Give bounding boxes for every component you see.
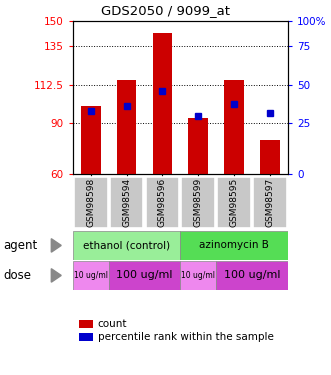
Text: GSM98595: GSM98595 xyxy=(230,178,239,227)
Bar xyxy=(217,177,251,228)
Bar xyxy=(73,231,180,260)
Text: agent: agent xyxy=(3,239,37,252)
Bar xyxy=(109,261,180,290)
Text: 100 ug/ml: 100 ug/ml xyxy=(116,270,173,280)
Text: GSM98596: GSM98596 xyxy=(158,178,167,227)
Text: ethanol (control): ethanol (control) xyxy=(83,240,170,250)
Bar xyxy=(253,177,287,228)
Text: percentile rank within the sample: percentile rank within the sample xyxy=(98,333,273,342)
Bar xyxy=(188,118,208,174)
Bar xyxy=(146,177,179,228)
Text: 100 ug/ml: 100 ug/ml xyxy=(224,270,280,280)
Text: 10 ug/ml: 10 ug/ml xyxy=(181,271,215,280)
Bar xyxy=(180,261,216,290)
Bar xyxy=(260,140,280,174)
Bar xyxy=(110,177,143,228)
Bar xyxy=(74,177,108,228)
Bar xyxy=(79,320,93,328)
Text: count: count xyxy=(98,320,127,329)
Text: GDS2050 / 9099_at: GDS2050 / 9099_at xyxy=(101,4,230,17)
Bar xyxy=(224,80,244,174)
Text: dose: dose xyxy=(3,269,31,282)
Bar xyxy=(216,261,288,290)
Text: GSM98594: GSM98594 xyxy=(122,178,131,227)
Bar xyxy=(181,177,215,228)
Bar xyxy=(153,33,172,174)
Bar xyxy=(73,261,109,290)
Text: GSM98599: GSM98599 xyxy=(194,178,203,227)
Text: GSM98598: GSM98598 xyxy=(86,178,95,227)
Text: 10 ug/ml: 10 ug/ml xyxy=(74,271,108,280)
Bar xyxy=(79,333,93,341)
Bar xyxy=(180,231,288,260)
Text: GSM98597: GSM98597 xyxy=(265,178,274,227)
Bar xyxy=(81,106,101,174)
Bar xyxy=(117,80,136,174)
Text: azinomycin B: azinomycin B xyxy=(199,240,269,250)
